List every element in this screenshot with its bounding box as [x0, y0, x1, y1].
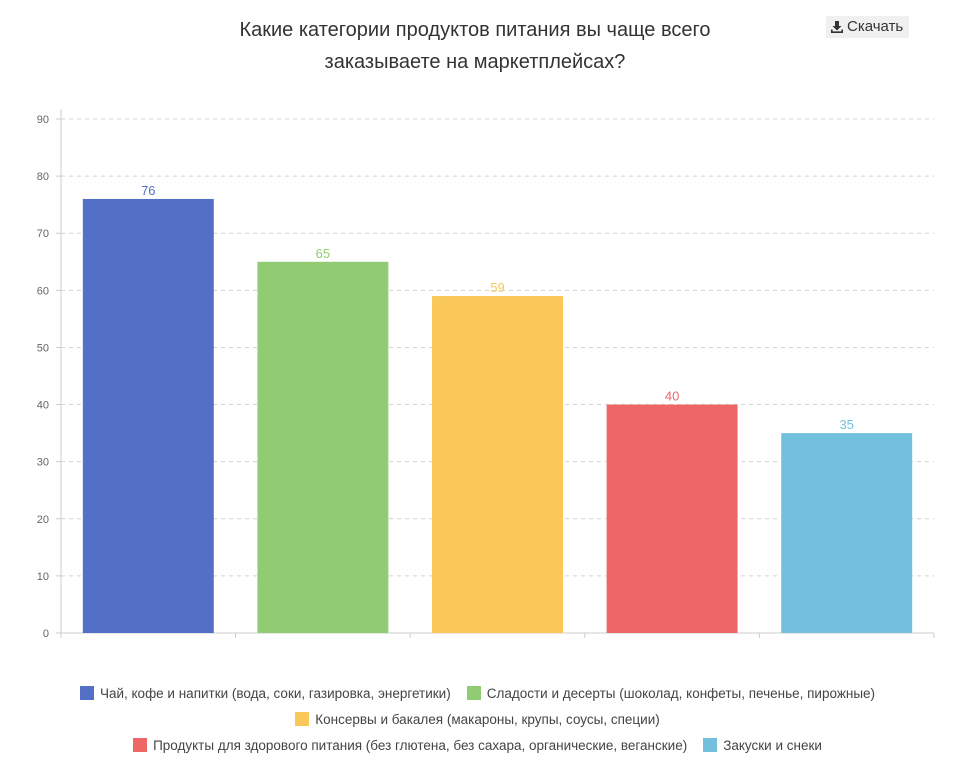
download-button[interactable]: Скачать [826, 16, 910, 38]
legend-label: Чай, кофе и напитки (вода, соки, газиров… [99, 685, 451, 701]
chart-legend: Чай, кофе и напитки (вода, соки, газиров… [0, 680, 955, 758]
data-label-3: 59 [490, 280, 504, 295]
y-tick-label: 30 [37, 457, 49, 469]
legend-label: Консервы и бакалея (макароны, крупы, соу… [315, 711, 660, 727]
y-tick-label: 50 [37, 342, 49, 354]
y-tick-label: 90 [37, 114, 49, 126]
bar-4 [606, 404, 738, 633]
legend-swatch [703, 738, 718, 752]
chart-title: Какие категории продуктов питания вы чащ… [170, 14, 780, 78]
legend-row-3: Продукты для здорового питания (без глют… [0, 732, 955, 758]
legend-label: Продукты для здорового питания (без глют… [153, 737, 688, 753]
bar-chart: 0 10 20 30 40 50 60 70 80 90 76 65 59 40 35 [37, 109, 935, 640]
legend-row-1: Чай, кофе и напитки (вода, соки, газиров… [0, 680, 955, 706]
legend-swatch [466, 686, 481, 700]
y-tick-label: 20 [37, 514, 49, 526]
y-tick-label: 80 [37, 171, 49, 183]
legend-label: Сладости и десерты (шоколад, конфеты, пе… [486, 685, 876, 701]
download-icon [830, 20, 844, 34]
legend-row-2: Консервы и бакалея (макароны, крупы, соу… [0, 706, 955, 732]
legend-item-snacks[interactable]: Закуски и снеки [703, 738, 822, 753]
y-tick-label: 0 [43, 628, 49, 640]
legend-swatch [295, 712, 310, 726]
data-label-2: 65 [316, 246, 330, 261]
data-label-5: 35 [839, 417, 853, 432]
data-label-1: 76 [141, 183, 155, 198]
chart-title-line-1: Какие категории продуктов питания вы чащ… [239, 19, 711, 41]
legend-swatch [133, 738, 148, 752]
y-tick-label: 10 [37, 571, 49, 583]
legend-item-canned-groceries[interactable]: Консервы и бакалея (макароны, крупы, соу… [295, 712, 660, 727]
legend-swatch [79, 686, 94, 700]
data-label-4: 40 [665, 389, 679, 404]
bar-1 [82, 198, 214, 633]
bar-3 [432, 296, 563, 633]
download-label: Скачать [847, 18, 904, 35]
legend-item-tea-coffee[interactable]: Чай, кофе и напитки (вода, соки, газиров… [79, 685, 451, 701]
y-tick-label: 60 [37, 285, 49, 297]
legend-label: Закуски и снеки [723, 737, 822, 753]
bar-2 [257, 261, 389, 633]
chart-title-line-2: заказываете на маркетплейсах? [324, 51, 626, 73]
bar-5 [781, 433, 913, 633]
legend-item-healthy-food[interactable]: Продукты для здорового питания (без глют… [133, 738, 687, 753]
y-tick-label: 40 [37, 400, 49, 412]
legend-item-sweets[interactable]: Сладости и десерты (шоколад, конфеты, пе… [466, 685, 876, 701]
y-tick-label: 70 [37, 228, 49, 240]
